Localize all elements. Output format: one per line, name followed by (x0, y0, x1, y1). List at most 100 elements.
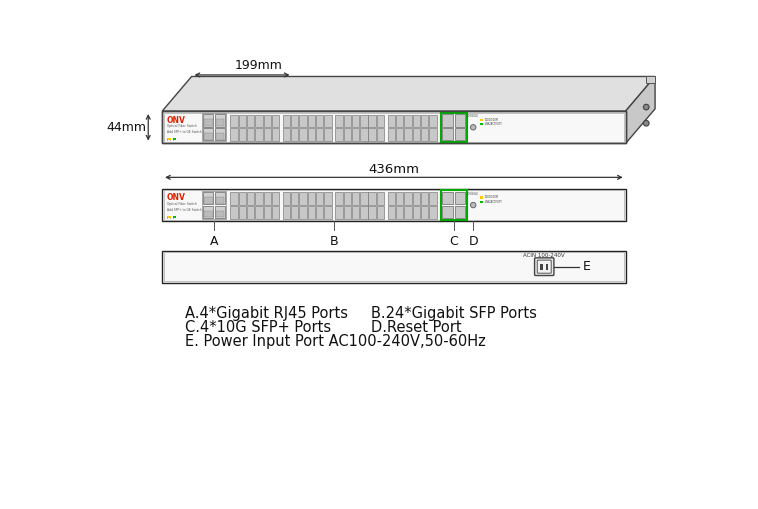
Bar (264, 128, 271, 141)
Bar (480, 119, 484, 121)
Bar (360, 115, 368, 127)
Bar (324, 128, 332, 141)
Bar (164, 190, 624, 220)
Bar (299, 206, 307, 219)
Text: A: A (210, 235, 218, 248)
Bar (429, 192, 437, 205)
Bar (343, 128, 351, 141)
Bar (377, 192, 384, 205)
Bar (343, 192, 351, 205)
Bar (164, 112, 624, 142)
Text: ONV: ONV (167, 193, 186, 203)
Bar (324, 115, 332, 127)
Bar (324, 206, 332, 219)
Text: D: D (468, 235, 478, 248)
Text: LINK/ACTIVITY: LINK/ACTIVITY (485, 122, 503, 126)
Bar (291, 206, 299, 219)
Bar (230, 206, 238, 219)
Bar (204, 197, 212, 204)
Bar (404, 115, 412, 127)
Bar (203, 128, 213, 140)
Bar (455, 206, 465, 218)
Bar (368, 115, 376, 127)
Bar (316, 115, 324, 127)
Bar (203, 206, 213, 218)
Bar (204, 133, 212, 139)
Bar (412, 192, 420, 205)
Bar (215, 197, 224, 204)
Bar (324, 192, 332, 205)
Bar (283, 115, 290, 127)
Bar (215, 206, 225, 218)
Bar (202, 114, 226, 141)
Bar (162, 111, 625, 144)
Bar (335, 128, 343, 141)
Bar (480, 196, 484, 199)
Bar (360, 206, 368, 219)
Polygon shape (162, 76, 655, 111)
Text: B.24*Gigabit SFP Ports: B.24*Gigabit SFP Ports (371, 306, 537, 321)
Bar (480, 201, 484, 203)
Bar (291, 128, 299, 141)
Bar (264, 206, 271, 219)
Bar (255, 115, 262, 127)
Bar (316, 192, 324, 205)
Bar (546, 264, 548, 270)
Bar (412, 206, 420, 219)
Bar (404, 206, 412, 219)
Text: C: C (449, 235, 458, 248)
Bar (646, 76, 655, 82)
Bar (429, 206, 437, 219)
Bar (404, 192, 412, 205)
Bar (335, 206, 343, 219)
Bar (335, 115, 343, 127)
Bar (230, 115, 238, 127)
Bar (204, 119, 212, 126)
Text: Add SFP+ to GE Switch: Add SFP+ to GE Switch (167, 208, 202, 212)
Bar (164, 252, 624, 281)
Bar (204, 211, 212, 217)
Bar (255, 192, 262, 205)
Circle shape (644, 121, 649, 126)
Bar (215, 192, 225, 204)
Bar (396, 192, 403, 205)
Bar (352, 115, 359, 127)
Bar (215, 119, 224, 126)
Bar (272, 192, 279, 205)
Bar (308, 206, 315, 219)
Bar (540, 264, 543, 270)
Bar (239, 128, 246, 141)
Bar (255, 128, 262, 141)
Text: Add SFP+ to GE Switch: Add SFP+ to GE Switch (167, 130, 202, 134)
Bar (429, 115, 437, 127)
Text: CONSOLE: CONSOLE (467, 192, 479, 196)
Bar (215, 128, 225, 140)
Circle shape (644, 104, 649, 110)
Bar (283, 128, 290, 141)
Bar (230, 192, 238, 205)
Bar (247, 192, 255, 205)
Bar (173, 216, 176, 218)
Bar (440, 112, 467, 142)
Bar (404, 128, 412, 141)
Text: E: E (583, 260, 591, 273)
Bar (247, 128, 255, 141)
Bar (412, 115, 420, 127)
Bar (421, 128, 428, 141)
Bar (455, 114, 465, 127)
Bar (291, 115, 299, 127)
Bar (215, 211, 224, 217)
Bar (480, 123, 484, 125)
Bar (352, 206, 359, 219)
Bar (412, 128, 420, 141)
Bar (396, 115, 403, 127)
Bar (316, 128, 324, 141)
Bar (335, 192, 343, 205)
Bar (308, 192, 315, 205)
Bar (429, 128, 437, 141)
FancyBboxPatch shape (537, 260, 551, 273)
Bar (343, 115, 351, 127)
Bar (421, 115, 428, 127)
Bar (368, 192, 376, 205)
Bar (343, 206, 351, 219)
